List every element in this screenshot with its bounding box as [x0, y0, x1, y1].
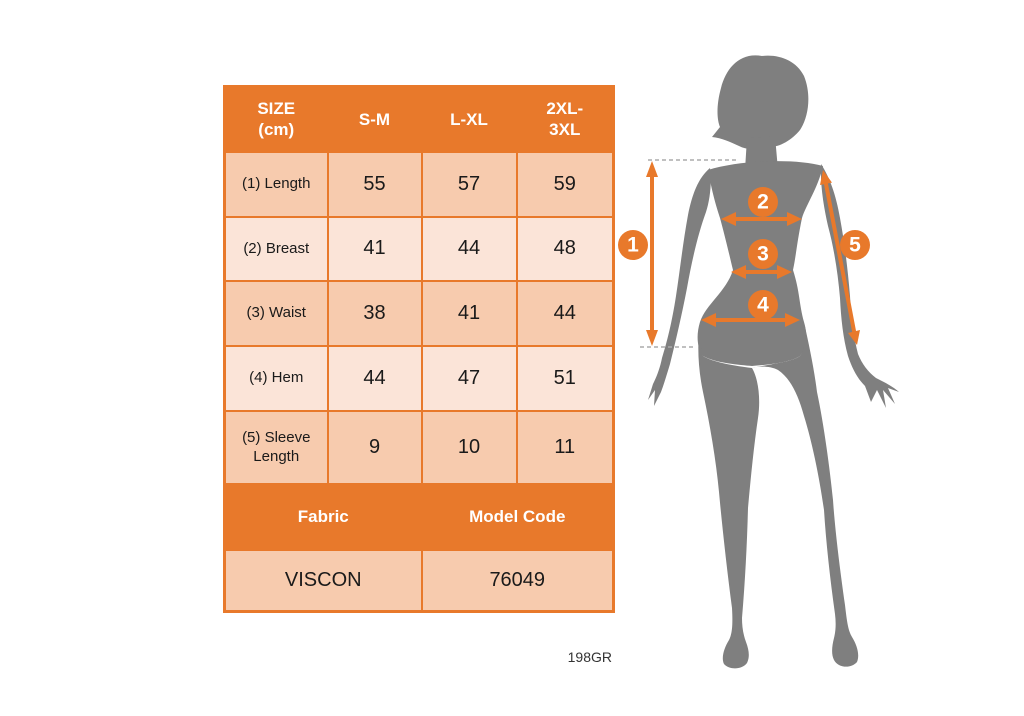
value-length-2xl3xl: 59 [515, 150, 615, 218]
sleeve-arrowhead-top [820, 170, 832, 185]
breast-arrowhead-left [721, 212, 736, 226]
table-row-sleeve: (5) Sleeve Length 9 10 11 [223, 409, 615, 485]
silhouette-right-arm [820, 164, 899, 408]
silhouette-left-leg [698, 322, 760, 669]
value-hem-sm: 44 [326, 344, 423, 412]
value-sleeve-lxl: 10 [420, 409, 518, 485]
marker-number-5: 5 [849, 234, 861, 257]
row-label-breast: (2) Breast [223, 215, 329, 282]
size-table-container: SIZE (cm) S-M L-XL 2XL-3XL (1) Length 55… [223, 85, 615, 613]
measurement-arrows: 1 2 3 4 5 [618, 161, 870, 346]
marker-number-1: 1 [627, 234, 639, 257]
silhouette-head [712, 55, 809, 149]
table-row-breast: (2) Breast 41 44 48 [223, 215, 615, 282]
value-sleeve-2xl3xl: 11 [515, 409, 615, 485]
sleeve-arrow-line [824, 182, 856, 333]
marker-circle-5 [840, 230, 870, 260]
length-arrowhead-bottom [646, 330, 658, 346]
value-breast-sm: 41 [326, 215, 423, 282]
model-code-value: 76049 [420, 548, 615, 613]
row-label-waist: (3) Waist [223, 279, 329, 347]
sleeve-arrowhead-bottom [848, 330, 860, 345]
header-label-sm: S-M [358, 109, 391, 129]
length-arrowhead-top [646, 161, 658, 177]
marker-number-3: 3 [757, 243, 769, 266]
header-cell-size: SIZE (cm) [223, 85, 329, 153]
model-code-header-cell: Model Code [420, 482, 615, 551]
row-label-hem: (4) Hem [223, 344, 329, 412]
size-table: SIZE (cm) S-M L-XL 2XL-3XL (1) Length 55… [223, 85, 615, 613]
dashed-guides [640, 159, 737, 348]
value-waist-sm: 38 [326, 279, 423, 347]
header-cell-lxl: L-XL [420, 85, 518, 153]
marker-number-2: 2 [757, 191, 769, 214]
value-waist-lxl: 41 [420, 279, 518, 347]
row-label-sleeve: (5) Sleeve Length [223, 409, 329, 485]
header-label-lxl: L-XL [450, 109, 488, 129]
fabric-header-cell: Fabric [223, 482, 423, 551]
waist-arrowhead-right [777, 265, 792, 279]
header-label-2xl3xl: 2XL-3XL [546, 99, 584, 140]
measurement-diagram: 1 2 3 4 5 [618, 55, 899, 669]
table-row-length: (1) Length 55 57 59 [223, 150, 615, 218]
marker-circle-1 [618, 230, 648, 260]
marker-circle-2 [748, 187, 778, 217]
hem-arrowhead-left [701, 313, 716, 327]
header-cell-2xl3xl: 2XL-3XL [515, 85, 615, 153]
breast-arrowhead-right [787, 212, 802, 226]
value-hem-lxl: 47 [420, 344, 518, 412]
value-length-lxl: 57 [420, 150, 518, 218]
table-header-row: SIZE (cm) S-M L-XL 2XL-3XL [223, 85, 615, 153]
table-row-hem: (4) Hem 44 47 51 [223, 344, 615, 412]
marker-circle-3 [748, 239, 778, 269]
row-label-length: (1) Length [223, 150, 329, 218]
hem-arrowhead-right [785, 313, 800, 327]
marker-number-4: 4 [757, 294, 769, 317]
fabric-value: VISCON [223, 548, 423, 613]
value-breast-lxl: 44 [420, 215, 518, 282]
value-sleeve-sm: 9 [326, 409, 423, 485]
header-label-size: SIZE (cm) [257, 99, 296, 140]
header-cell-sm: S-M [326, 85, 423, 153]
weight-note: 198GR [567, 649, 612, 665]
value-waist-2xl3xl: 44 [515, 279, 615, 347]
silhouette-left-arm [648, 168, 711, 406]
marker-circle-4 [748, 290, 778, 320]
table-info-values-row: VISCON 76049 [223, 548, 615, 613]
value-breast-2xl3xl: 48 [515, 215, 615, 282]
value-length-sm: 55 [326, 150, 423, 218]
table-row-waist: (3) Waist 38 41 44 [223, 279, 615, 347]
table-info-header-row: Fabric Model Code [223, 482, 615, 551]
value-hem-2xl3xl: 51 [515, 344, 615, 412]
waist-arrowhead-left [731, 265, 746, 279]
silhouette-right-leg [752, 322, 859, 667]
female-silhouette [648, 55, 899, 669]
